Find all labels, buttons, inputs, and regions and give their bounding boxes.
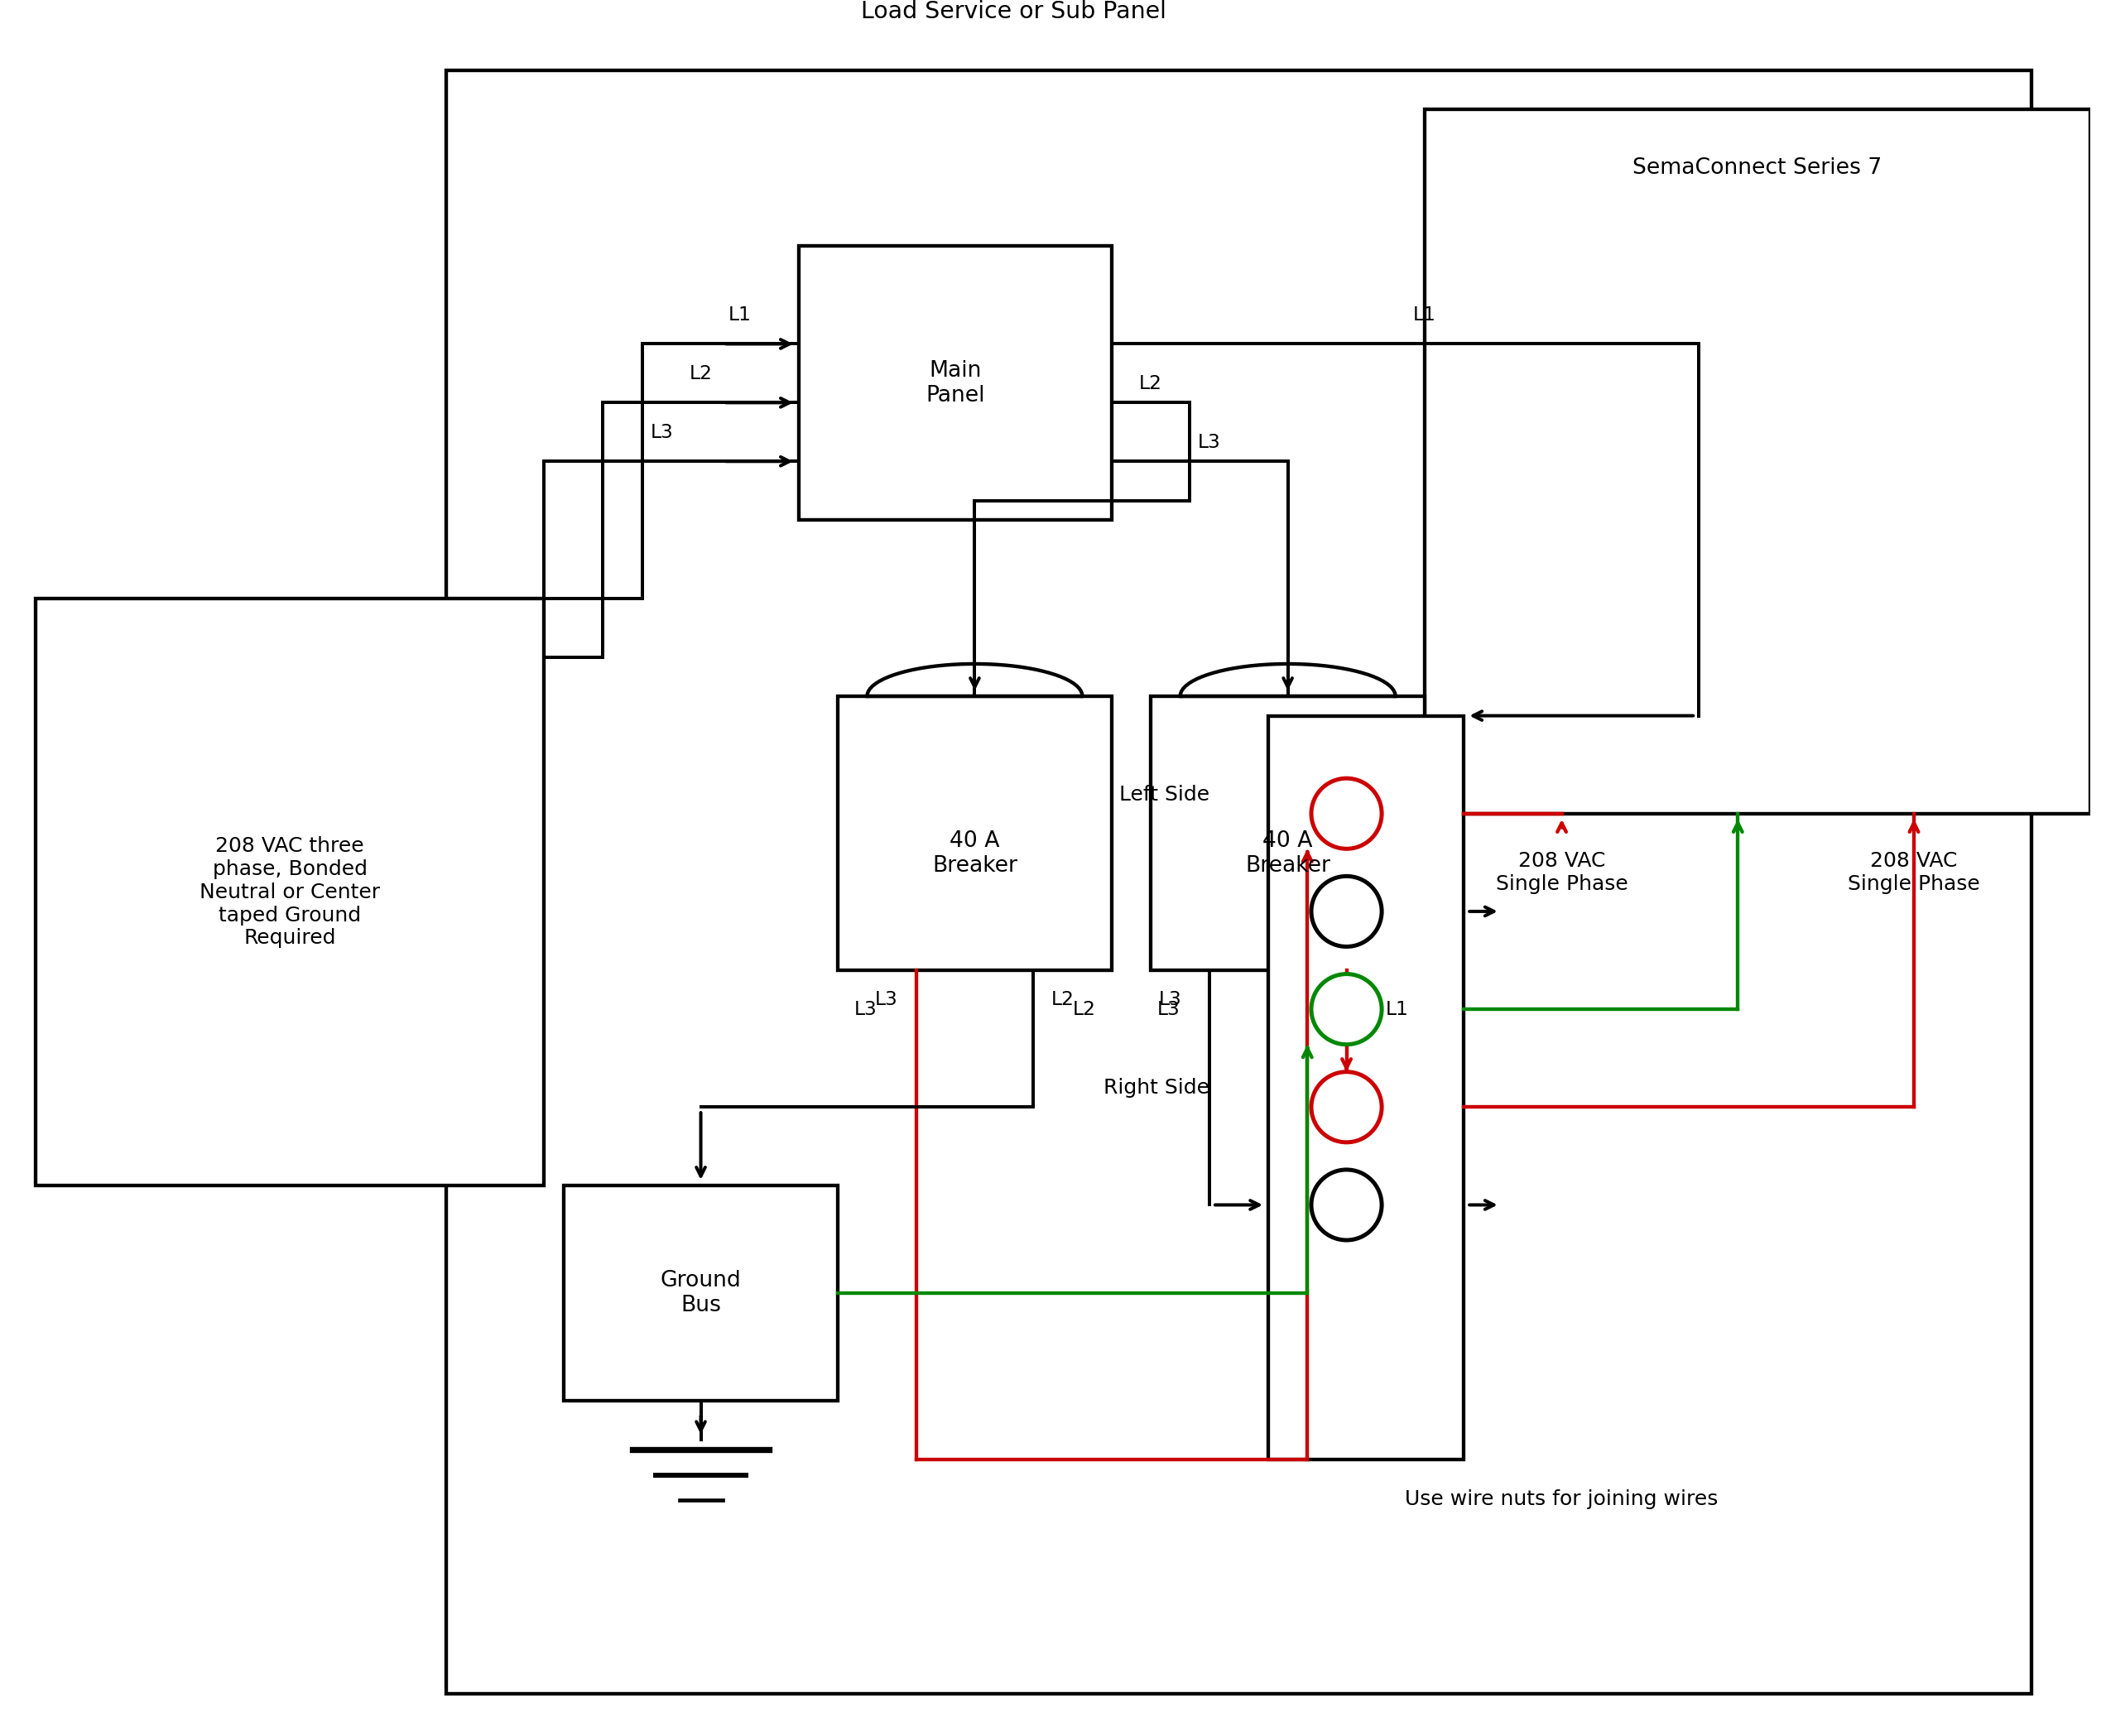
Text: Left Side: Left Side <box>1118 785 1209 804</box>
Text: Main
Panel: Main Panel <box>925 361 986 406</box>
Text: L3: L3 <box>651 424 674 443</box>
Circle shape <box>1312 779 1382 849</box>
Text: L3: L3 <box>853 1000 876 1019</box>
Text: L1: L1 <box>1354 990 1377 1009</box>
Text: L2: L2 <box>689 365 712 384</box>
Circle shape <box>1312 1170 1382 1240</box>
Text: L3: L3 <box>1198 432 1221 451</box>
Bar <box>446 71 2032 1694</box>
Text: L2: L2 <box>1072 1000 1095 1019</box>
Bar <box>564 1186 838 1401</box>
Text: 40 A
Breaker: 40 A Breaker <box>933 830 1017 877</box>
Text: 40 A
Breaker: 40 A Breaker <box>1245 830 1331 877</box>
Circle shape <box>1312 877 1382 946</box>
Text: L3: L3 <box>876 990 897 1009</box>
Bar <box>1268 715 1464 1460</box>
Text: 208 VAC
Single Phase: 208 VAC Single Phase <box>1847 851 1980 894</box>
Text: Use wire nuts for joining wires: Use wire nuts for joining wires <box>1405 1488 1718 1509</box>
Text: L3: L3 <box>1156 1000 1179 1019</box>
Bar <box>838 696 1112 970</box>
Text: Ground
Bus: Ground Bus <box>661 1271 741 1316</box>
Text: Load Service or Sub Panel: Load Service or Sub Panel <box>861 0 1167 23</box>
Text: 208 VAC three
phase, Bonded
Neutral or Center
taped Ground
Required: 208 VAC three phase, Bonded Neutral or C… <box>200 837 381 948</box>
Text: SemaConnect Series 7: SemaConnect Series 7 <box>1632 158 1883 179</box>
Text: L2: L2 <box>1139 373 1163 392</box>
Text: L2: L2 <box>1051 990 1074 1009</box>
Text: L3: L3 <box>1158 990 1181 1009</box>
Text: L1: L1 <box>1386 1000 1409 1019</box>
Text: Right Side: Right Side <box>1104 1078 1209 1097</box>
Text: 208 VAC
Single Phase: 208 VAC Single Phase <box>1495 851 1628 894</box>
Bar <box>798 247 1112 521</box>
Bar <box>1150 696 1426 970</box>
Text: L1: L1 <box>729 306 752 325</box>
Bar <box>1426 109 2089 814</box>
Circle shape <box>1312 974 1382 1045</box>
Bar <box>36 599 543 1186</box>
Circle shape <box>1312 1073 1382 1142</box>
Text: L1: L1 <box>1413 306 1436 325</box>
